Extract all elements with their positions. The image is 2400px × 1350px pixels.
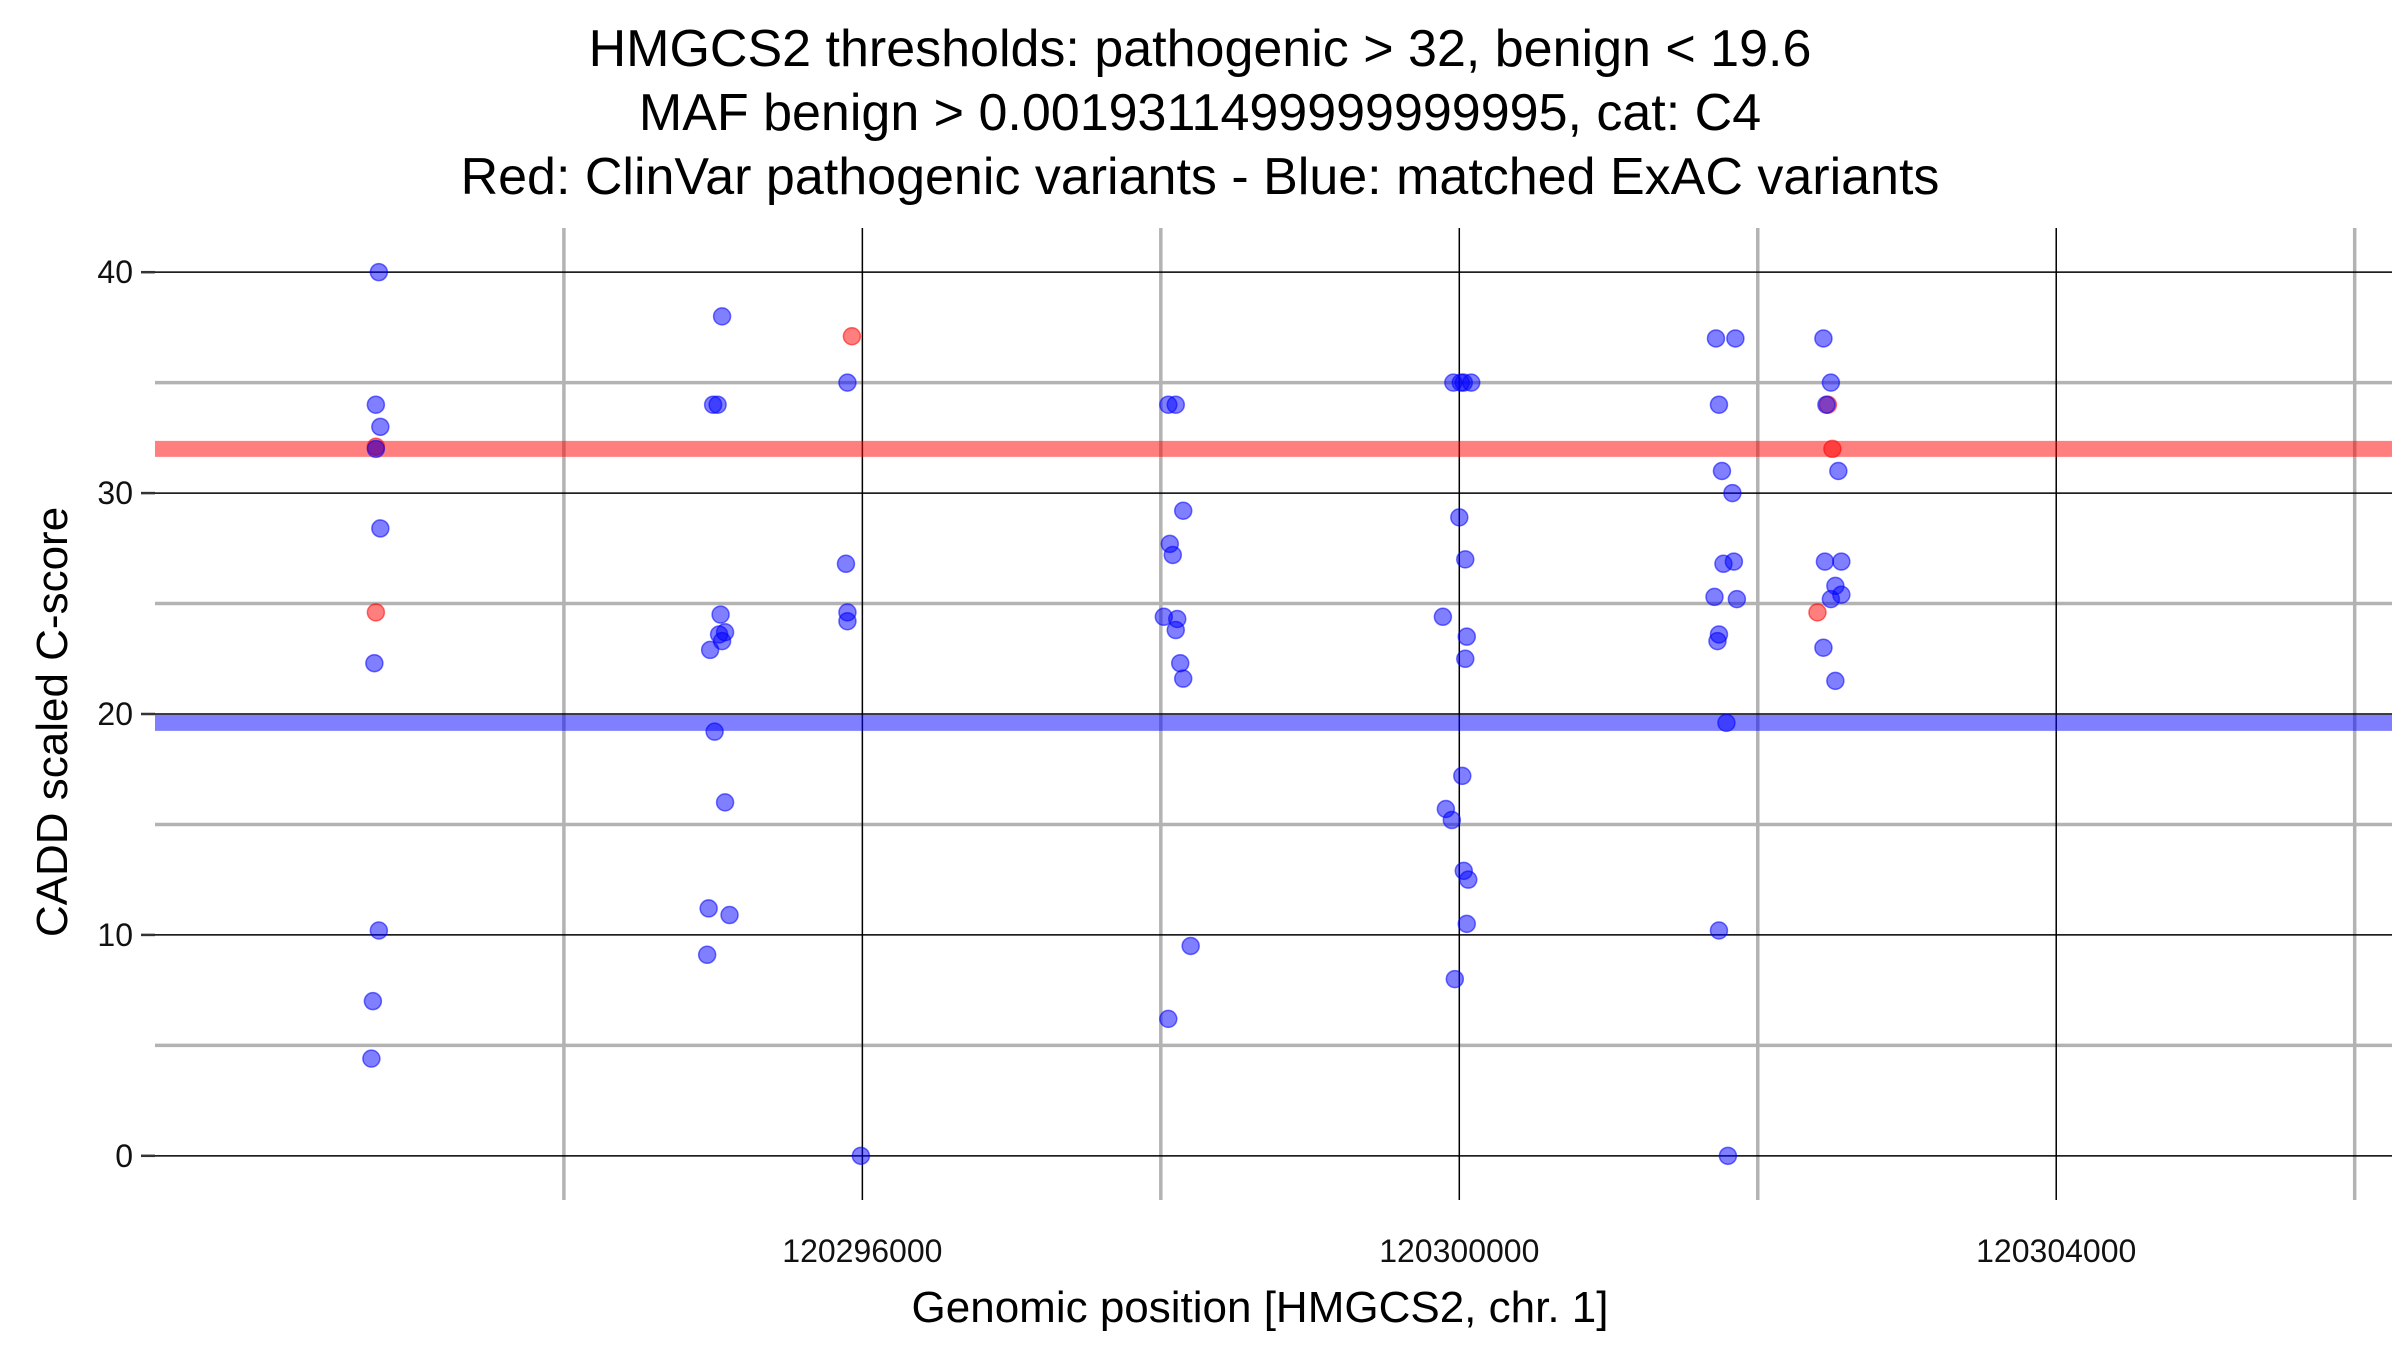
data-point bbox=[700, 640, 720, 660]
data-point bbox=[366, 395, 386, 414]
data-point bbox=[1814, 329, 1833, 348]
data-point bbox=[1724, 552, 1744, 571]
x-axis-label: Genomic position [HMGCS2, chr. 1] bbox=[912, 1283, 1609, 1332]
data-point bbox=[369, 921, 389, 940]
x-tick-label: 120304000 bbox=[1976, 1233, 2136, 1269]
data-point bbox=[1823, 439, 1842, 459]
data-point bbox=[1817, 395, 1836, 414]
data-point bbox=[1173, 669, 1193, 688]
data-point bbox=[1456, 649, 1475, 669]
data-point bbox=[711, 605, 730, 624]
data-point bbox=[705, 722, 724, 741]
data-point bbox=[708, 395, 727, 414]
data-point bbox=[1457, 627, 1477, 646]
data-point bbox=[1433, 607, 1453, 627]
data-point bbox=[1451, 373, 1471, 392]
chart-title: HMGCS2 thresholds: pathogenic > 32, beni… bbox=[461, 20, 1940, 206]
data-point bbox=[1829, 461, 1848, 481]
y-tick-label: 30 bbox=[97, 475, 133, 511]
data-point bbox=[1705, 587, 1724, 607]
data-points bbox=[362, 262, 1851, 1166]
data-point bbox=[363, 991, 383, 1011]
chart-title-line: MAF benign > 0.0019311499999999995, cat:… bbox=[639, 84, 1761, 142]
data-point bbox=[836, 554, 856, 574]
data-point bbox=[371, 417, 390, 437]
data-point bbox=[838, 373, 857, 392]
x-tick-label: 120296000 bbox=[782, 1233, 942, 1269]
data-point bbox=[1814, 638, 1833, 657]
y-tick-label: 20 bbox=[97, 696, 133, 732]
data-point bbox=[1159, 1009, 1178, 1029]
y-tick-label: 40 bbox=[97, 254, 133, 290]
data-point bbox=[366, 603, 386, 622]
data-point bbox=[362, 1049, 381, 1068]
data-point bbox=[1450, 508, 1469, 527]
data-point bbox=[1832, 552, 1851, 571]
data-point bbox=[715, 793, 735, 812]
data-point bbox=[720, 905, 739, 925]
data-point bbox=[1173, 501, 1193, 521]
data-point bbox=[1445, 969, 1465, 989]
data-point bbox=[1821, 373, 1841, 392]
data-point bbox=[699, 899, 718, 918]
data-point bbox=[1181, 936, 1200, 956]
data-point bbox=[369, 262, 389, 282]
y-axis-label: CADD scaled C-score bbox=[28, 507, 77, 937]
data-point bbox=[1821, 589, 1841, 609]
data-point bbox=[1726, 329, 1745, 348]
data-point bbox=[365, 653, 384, 673]
data-point bbox=[1456, 550, 1475, 569]
data-point bbox=[1166, 620, 1186, 640]
threshold-lines bbox=[155, 440, 2392, 731]
data-point bbox=[371, 519, 390, 538]
chart-title-line: HMGCS2 thresholds: pathogenic > 32, beni… bbox=[589, 20, 1812, 78]
data-point bbox=[1453, 766, 1472, 786]
y-tick-label: 0 bbox=[115, 1138, 133, 1174]
data-point bbox=[1815, 552, 1835, 571]
data-point bbox=[1712, 461, 1732, 481]
data-point bbox=[1163, 545, 1183, 565]
data-point bbox=[838, 611, 857, 631]
data-point bbox=[1717, 713, 1736, 733]
data-point bbox=[1808, 603, 1827, 622]
data-point bbox=[1170, 653, 1190, 673]
data-point bbox=[1458, 870, 1478, 889]
data-point bbox=[1709, 921, 1729, 940]
data-point bbox=[1708, 631, 1727, 651]
data-point bbox=[1709, 395, 1729, 414]
data-point bbox=[712, 307, 732, 326]
data-point bbox=[1457, 914, 1477, 934]
data-point bbox=[1442, 810, 1462, 830]
chart-title-line: Red: ClinVar pathogenic variants - Blue:… bbox=[461, 148, 1940, 206]
data-point bbox=[842, 326, 862, 346]
major-gridlines bbox=[155, 228, 2392, 1200]
data-point bbox=[1723, 483, 1742, 503]
data-point bbox=[697, 945, 717, 965]
data-point bbox=[366, 439, 386, 459]
data-point bbox=[1826, 671, 1845, 691]
x-tick-label: 120300000 bbox=[1379, 1233, 1539, 1269]
data-point bbox=[1727, 589, 1747, 609]
data-point bbox=[851, 1146, 871, 1166]
axis-ticks: 0 10 20 30 40 120296000 120300000 120304000 bbox=[97, 254, 2136, 1269]
data-point bbox=[1718, 1146, 1738, 1166]
y-tick-label: 10 bbox=[97, 917, 133, 953]
data-point bbox=[1706, 329, 1726, 348]
data-point bbox=[1166, 395, 1186, 414]
